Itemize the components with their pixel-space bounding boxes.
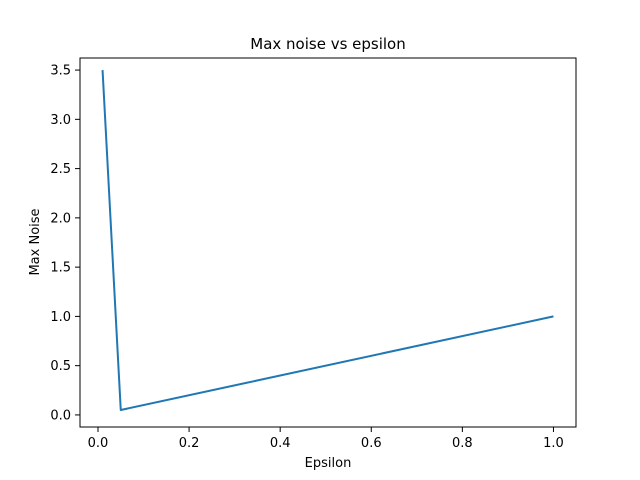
y-axis-label: Max Noise <box>28 208 43 275</box>
x-tick-label: 0.4 <box>270 436 291 451</box>
chart-title: Max noise vs epsilon <box>250 35 406 53</box>
x-tick-label: 0.0 <box>88 436 109 451</box>
y-tick-label: 3.0 <box>50 113 71 128</box>
axes-frame <box>79 57 577 428</box>
y-tick-label: 1.0 <box>50 310 71 325</box>
y-tick-label: 3.5 <box>50 64 71 79</box>
x-axis: 0.0 0.2 0.4 0.6 0.8 1.0 <box>88 427 564 451</box>
plot-area <box>101 70 554 411</box>
x-axis-label: Epsilon <box>305 456 352 471</box>
x-tick-label: 0.6 <box>361 436 382 451</box>
x-tick-label: 0.8 <box>452 436 473 451</box>
y-tick-label: 2.0 <box>50 211 71 226</box>
y-tick-label: 0.5 <box>50 359 71 374</box>
y-tick-label: 1.5 <box>50 261 71 276</box>
y-axis: 0.0 0.5 1.0 1.5 2.0 2.5 3.0 3.5 <box>50 64 80 423</box>
series-line-0 <box>101 70 554 411</box>
x-tick-label: 0.2 <box>179 436 200 451</box>
y-tick-label: 2.5 <box>50 162 71 177</box>
x-tick-label: 1.0 <box>543 436 564 451</box>
y-tick-label: 0.0 <box>50 408 71 423</box>
